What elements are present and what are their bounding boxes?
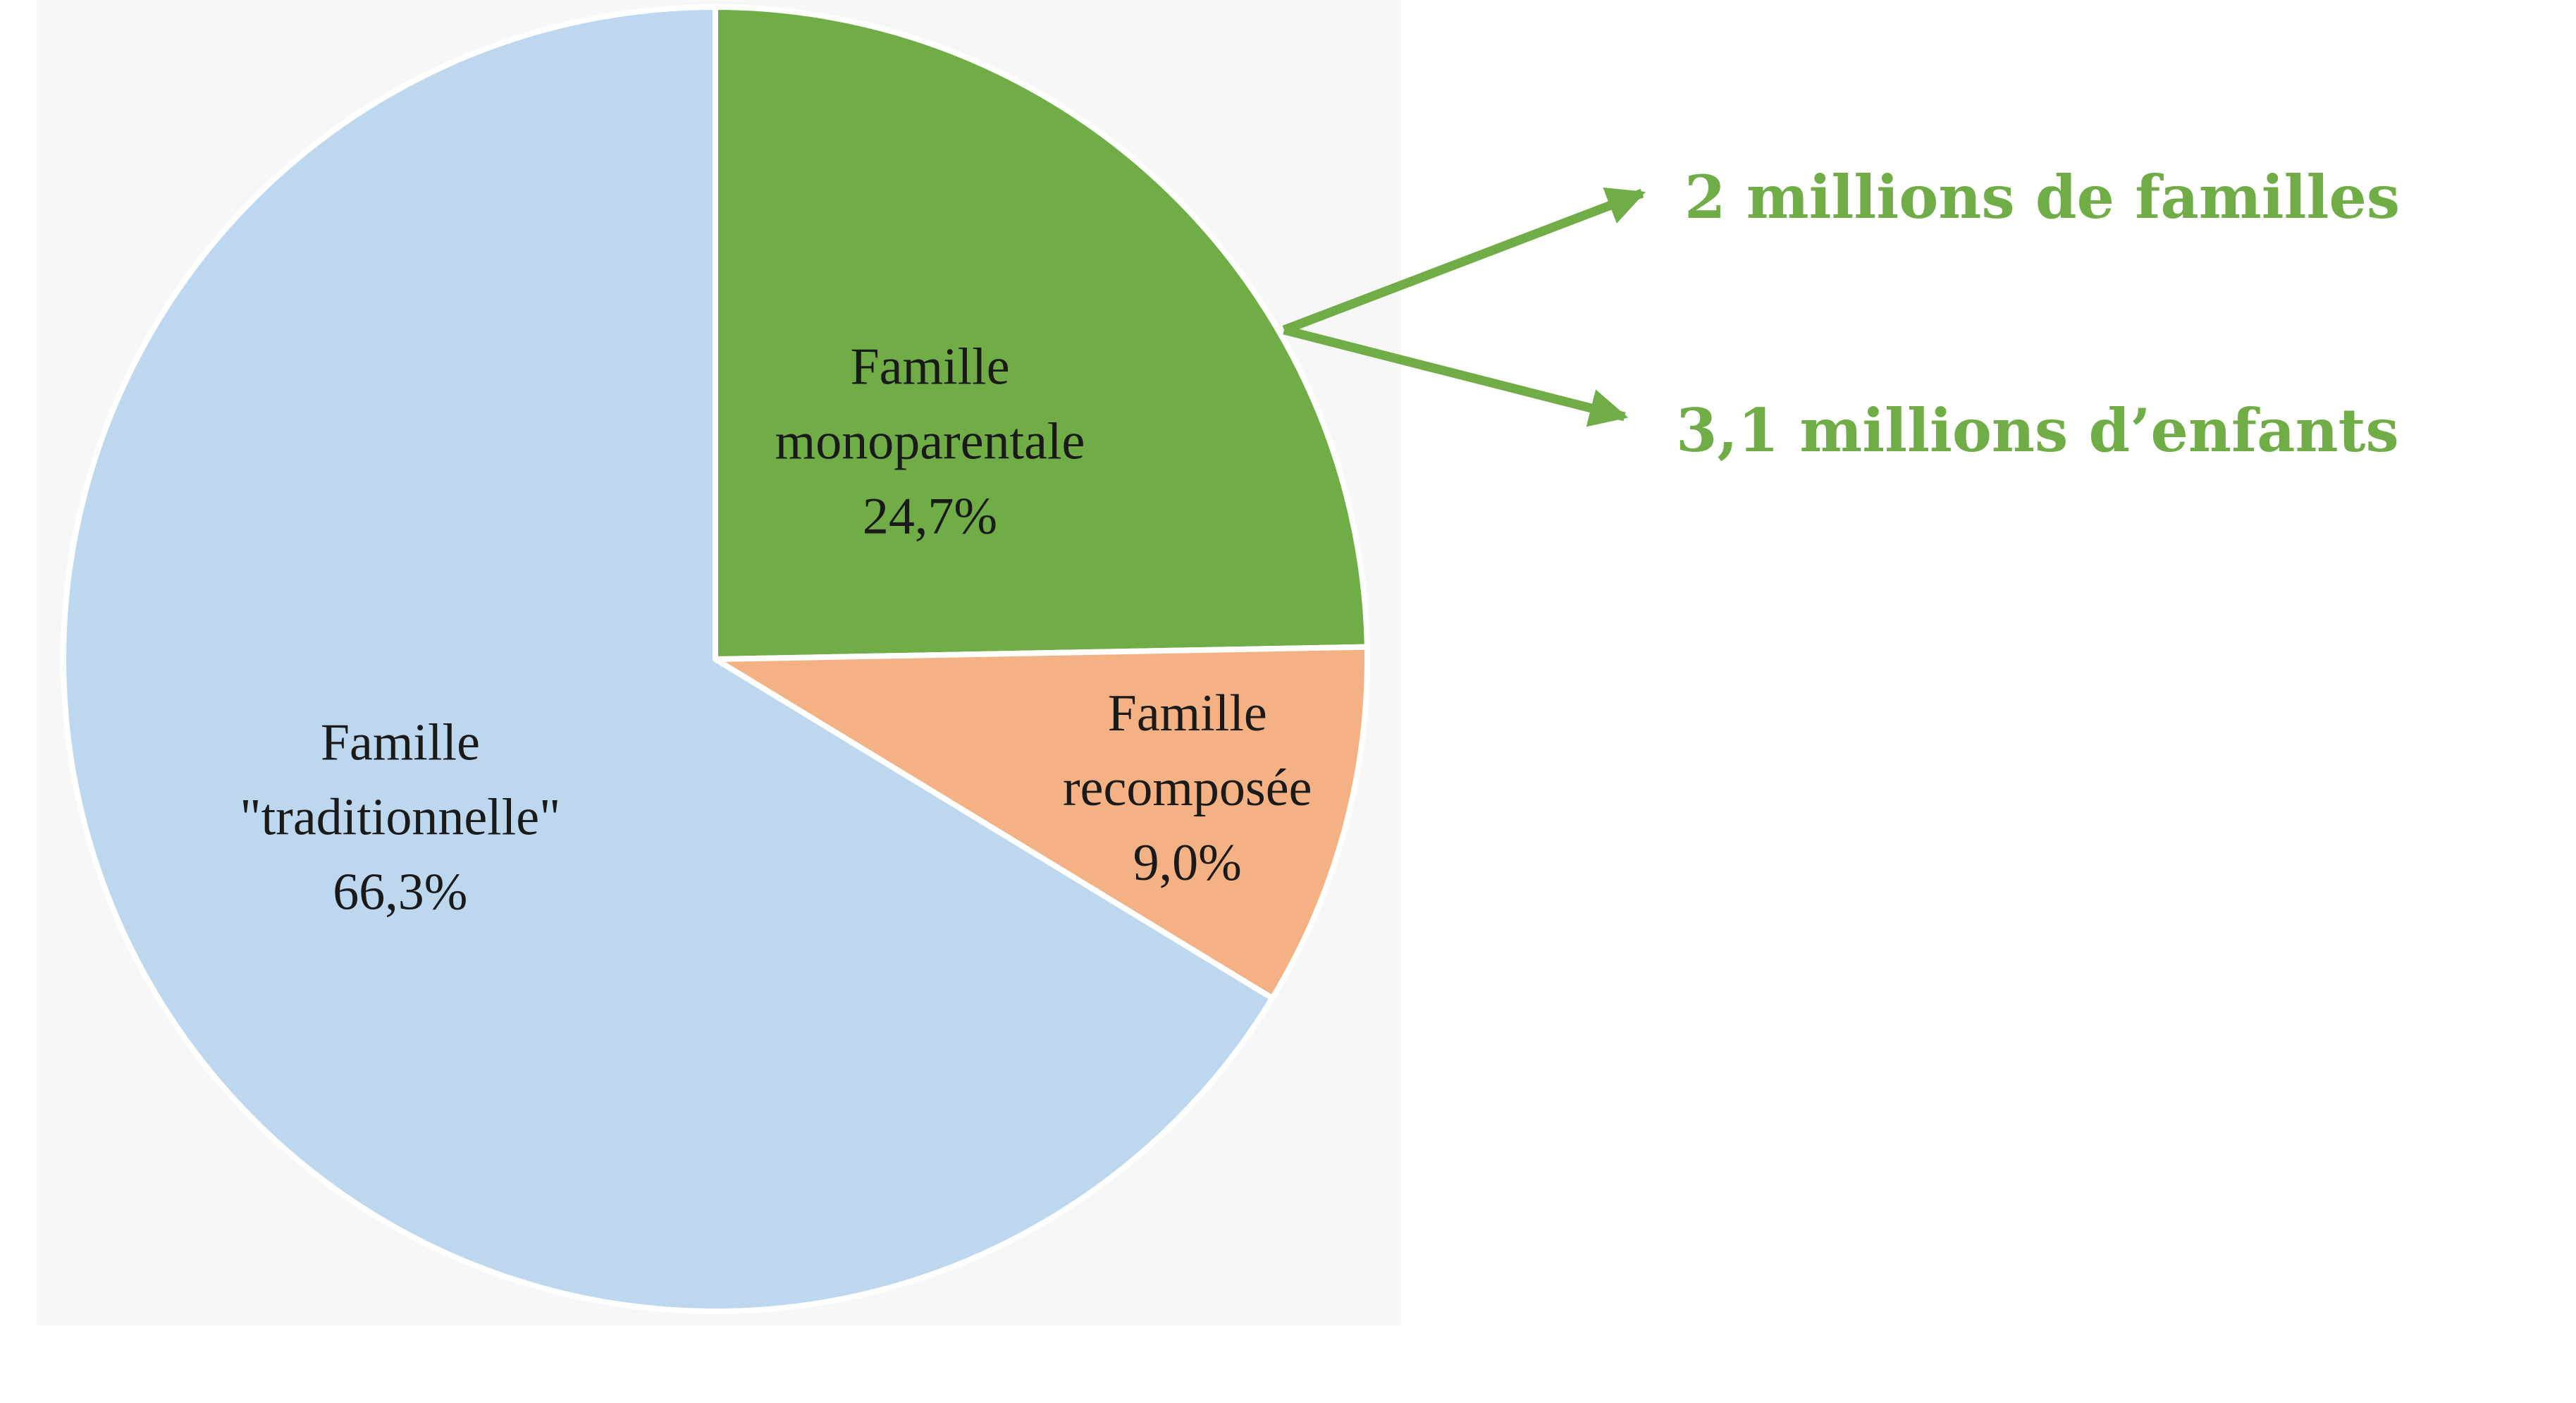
annotation-families: 2 millions de familles [1684,162,2400,232]
slice-label-2-line-2: 66,3% [333,864,467,921]
annotation-children: 3,1 millions d’enfants [1676,396,2399,465]
slice-label-2-line-1: "traditionnelle" [240,789,560,847]
pie-slice-1 [713,644,1370,1001]
slice-label-2-line-0: Famille [321,714,480,772]
annotation-arrow-children [1283,325,1629,427]
slice-label-1-line-2: 9,0% [1133,834,1242,892]
pie-slice-2 [61,4,1276,1314]
slice-label-0-line-2: 24,7% [863,488,997,546]
slice-label-1-line-1: recomposée [1063,759,1312,817]
slice-label-0-line-1: monoparentale [775,413,1085,471]
slice-label-0-line-0: Famille [850,338,1009,396]
slice-label-1-line-0: Famille [1108,685,1267,742]
annotation-arrow-families [1282,188,1646,335]
pie-slice-0 [713,4,1370,662]
